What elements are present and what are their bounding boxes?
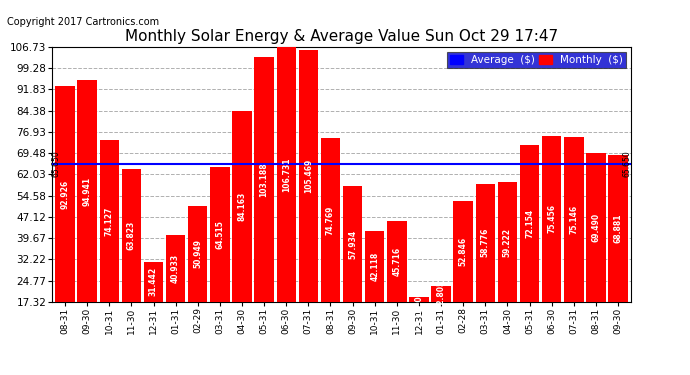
Text: 74.769: 74.769 [326,205,335,235]
Text: 52.846: 52.846 [459,237,468,266]
Bar [542,136,562,302]
Bar [365,231,384,302]
Text: 72.154: 72.154 [525,209,534,238]
Text: 19.075: 19.075 [415,285,424,314]
Bar [299,51,318,302]
Text: 57.934: 57.934 [348,230,357,258]
Bar [188,206,208,302]
Text: 40.933: 40.933 [171,254,180,283]
Bar [497,182,518,302]
Bar [255,57,274,302]
Bar [475,184,495,302]
Bar [55,86,75,302]
Text: Copyright 2017 Cartronics.com: Copyright 2017 Cartronics.com [7,17,159,27]
Text: 105.469: 105.469 [304,159,313,193]
Bar [277,47,296,302]
Legend: Average  ($), Monthly  ($): Average ($), Monthly ($) [447,52,626,68]
Bar [321,138,340,302]
Text: 50.949: 50.949 [193,239,202,268]
Title: Monthly Solar Energy & Average Value Sun Oct 29 17:47: Monthly Solar Energy & Average Value Sun… [125,29,558,44]
Bar [210,167,230,302]
Text: 84.163: 84.163 [237,192,246,221]
Text: 75.146: 75.146 [569,205,578,234]
Text: 103.188: 103.188 [259,162,268,197]
Text: 64.515: 64.515 [215,220,224,249]
Bar [387,221,406,302]
Text: 92.926: 92.926 [61,180,70,209]
Text: 75.456: 75.456 [547,204,556,234]
Text: 69.490: 69.490 [591,213,600,242]
Bar [453,201,473,302]
Text: 74.127: 74.127 [105,206,114,236]
Bar [77,81,97,302]
Bar [431,286,451,302]
Text: 106.731: 106.731 [282,157,290,192]
Text: 65.650: 65.650 [623,151,632,177]
Bar [609,155,628,302]
Text: 65.650: 65.650 [51,151,60,177]
Text: 42.118: 42.118 [371,252,380,281]
Text: 45.716: 45.716 [393,247,402,276]
Text: 94.941: 94.941 [83,177,92,206]
Text: 63.823: 63.823 [127,221,136,250]
Bar [409,297,428,302]
Bar [144,262,164,302]
Bar [520,146,540,302]
Text: 68.881: 68.881 [613,214,622,243]
Text: 59.222: 59.222 [503,228,512,256]
Bar [99,140,119,302]
Bar [343,186,362,302]
Text: 58.776: 58.776 [481,228,490,258]
Bar [121,169,141,302]
Text: 22.805: 22.805 [437,279,446,309]
Bar [233,111,252,302]
Bar [586,153,606,302]
Bar [564,137,584,302]
Text: 31.442: 31.442 [149,267,158,296]
Bar [166,234,186,302]
